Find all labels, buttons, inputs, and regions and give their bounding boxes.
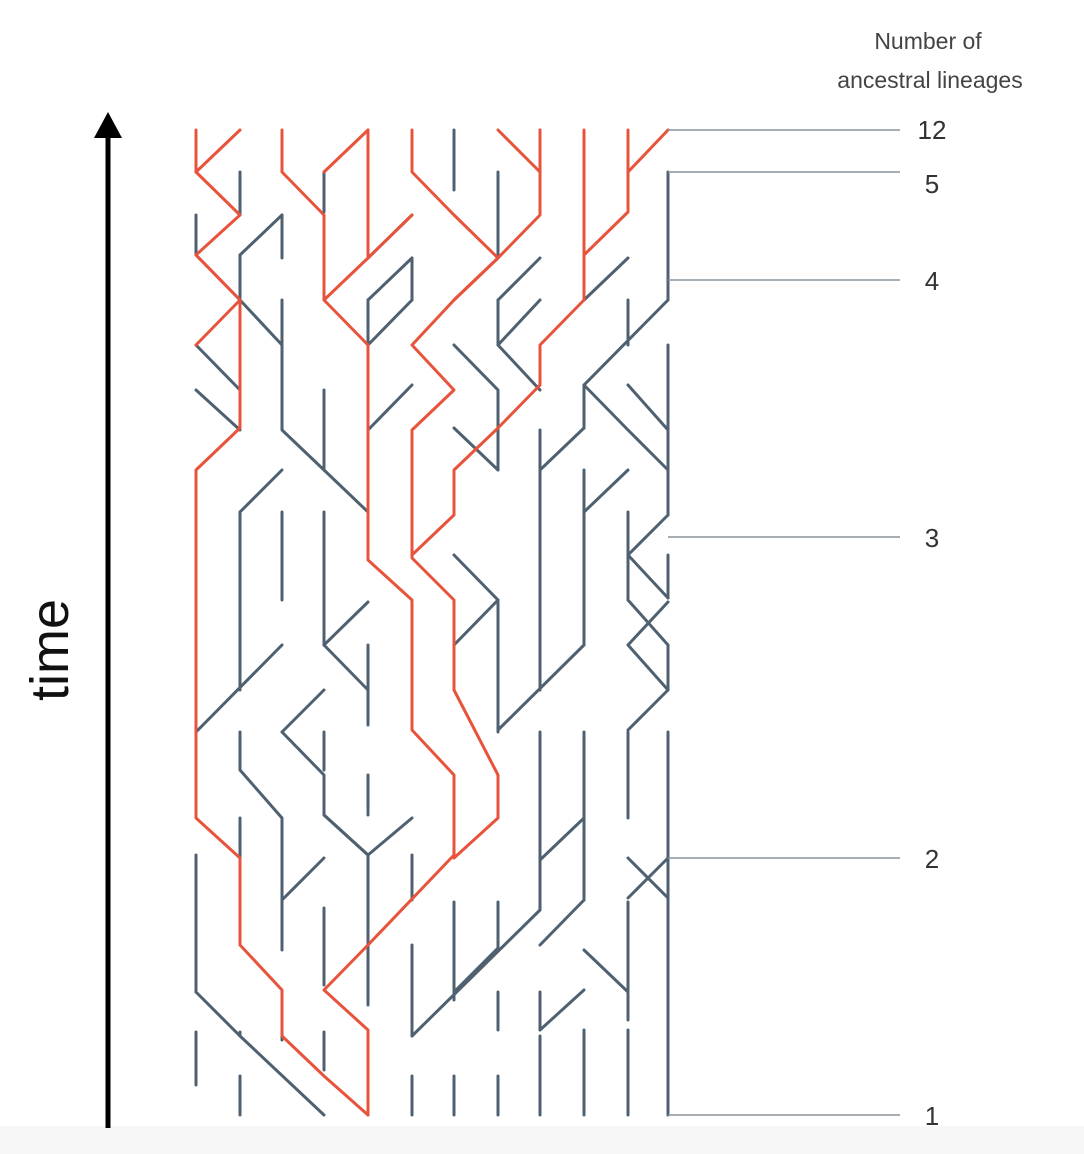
count-label-4: 4 [925, 266, 939, 296]
bottom-band [0, 1126, 1084, 1154]
count-label-1: 1 [925, 1101, 939, 1131]
count-leaders [668, 129, 900, 1116]
count-label-5: 5 [925, 169, 939, 199]
time-axis-label: time [20, 599, 80, 701]
time-arrowhead-icon [94, 112, 122, 138]
legend-header: Number of ancestral lineages [837, 28, 1022, 93]
grey-lineages [194, 128, 670, 1117]
legend-header-line2: ancestral lineages [837, 67, 1022, 93]
time-axis: time [20, 112, 122, 1128]
legend-header-line1: Number of [874, 28, 982, 54]
count-label-3: 3 [925, 523, 939, 553]
ancestral-lineages [194, 128, 670, 1117]
lineage-count-labels: 12 5 4 3 2 1 [918, 115, 947, 1131]
count-label-2: 2 [925, 844, 939, 874]
count-label-12: 12 [918, 115, 947, 145]
